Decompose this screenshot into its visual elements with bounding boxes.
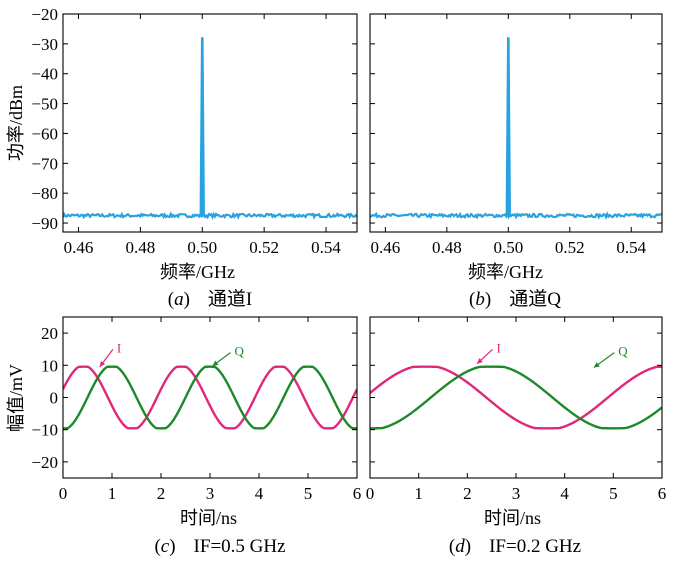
annotation-label-q: Q	[618, 344, 628, 359]
series-noise-line	[370, 211, 662, 221]
x-tick-label: 3	[206, 484, 215, 503]
x-tick-label: 1	[108, 484, 117, 503]
series-group	[370, 37, 662, 221]
plot-frame	[62, 13, 358, 233]
y-tick-label: −20	[31, 453, 58, 472]
plot-frame	[369, 316, 663, 479]
x-tick-label: 4	[255, 484, 264, 503]
panel-b: 0.46 0.48 0.50 0.52 0.54 频率/GHz (b) 通道Q	[369, 13, 663, 310]
x-tick-label: 0	[59, 484, 68, 503]
annotation-arrowhead	[99, 361, 106, 367]
y-tick-label: −60	[31, 124, 58, 143]
caption-paren-open: (	[168, 289, 174, 310]
x-tick-label: 0.52	[249, 238, 279, 257]
caption-paren-close: )	[485, 289, 491, 310]
x-tick-label: 5	[304, 484, 313, 503]
x-tick-label: 0.46	[370, 238, 400, 257]
caption-paren-close: )	[465, 536, 471, 557]
y-tick-label: −70	[31, 154, 58, 173]
annotation-label-i: I	[117, 340, 121, 355]
annotation-label-q: Q	[235, 344, 245, 359]
caption-letter: c	[161, 536, 170, 557]
y-tick-label: −50	[31, 95, 58, 114]
x-tick-label: 0.46	[64, 238, 94, 257]
caption-text: 通道I	[208, 288, 252, 310]
x-tick-label: 3	[512, 484, 521, 503]
panel-d: 0 1 2 3 4 5 6 时间/ns (d) IF=0.2 GHz I Q	[366, 316, 667, 557]
series-peak	[505, 37, 512, 216]
y-tick-label: −20	[31, 5, 58, 24]
y-axis-label: 幅值/mV	[6, 364, 26, 432]
caption-text: IF=0.5 GHz	[194, 536, 286, 557]
y-tick-label: 10	[41, 356, 58, 375]
annotation-label-i: I	[497, 340, 501, 355]
series-peak	[199, 37, 205, 216]
x-tick-label: 0.50	[493, 238, 523, 257]
series-line-q	[370, 365, 662, 430]
panel-c: 0 1 2 3 4 5 6 20 10 0 −10 −20 时间/ns 幅值/mV (c) IF=0.5 GH…	[6, 316, 362, 557]
plot-frame	[369, 13, 663, 233]
caption-letter: d	[455, 536, 465, 557]
panel-caption: (a) 通道I	[168, 288, 252, 310]
caption-paren-close: )	[169, 536, 175, 557]
series-line-q	[63, 365, 357, 430]
series-group	[63, 37, 357, 220]
caption-paren-close: )	[184, 289, 190, 310]
y-tick-label: −30	[31, 35, 58, 54]
caption-paren-open: (	[469, 289, 475, 310]
caption-text: IF=0.2 GHz	[489, 536, 581, 557]
panel-caption: (d) IF=0.2 GHz	[449, 536, 581, 557]
x-tick-label: 1	[414, 484, 423, 503]
caption-paren-open: (	[449, 536, 455, 557]
y-tick-label: 20	[41, 324, 58, 343]
x-tick-label: 0.48	[432, 238, 462, 257]
panel-a: 0.46 0.48 0.50 0.52 0.54 −20 −30 −40 −50 −60 −70 −8…	[6, 5, 358, 310]
x-tick-label: 0.54	[616, 238, 646, 257]
x-tick-label: 0.48	[125, 238, 155, 257]
y-tick-label: −90	[31, 214, 58, 233]
annotation-arrowhead	[593, 362, 600, 368]
annotation-arrowhead	[477, 358, 483, 364]
x-tick-label: 2	[157, 484, 166, 503]
caption-text: 通道Q	[509, 288, 561, 310]
x-tick-label: 0.54	[311, 238, 341, 257]
y-tick-label: −40	[31, 65, 58, 84]
series-group	[370, 365, 662, 430]
x-tick-label: 0	[366, 484, 375, 503]
x-tick-label: 4	[560, 484, 569, 503]
x-tick-label: 2	[463, 484, 472, 503]
caption-paren-open: (	[154, 536, 160, 557]
x-axis-label: 时间/ns	[484, 508, 541, 528]
panel-caption: (c) IF=0.5 GHz	[154, 536, 285, 557]
x-tick-label: 6	[658, 484, 667, 503]
series-line-i	[63, 365, 357, 430]
x-axis-label: 频率/GHz	[160, 262, 235, 282]
y-tick-label: −80	[31, 184, 58, 203]
caption-letter: a	[174, 289, 184, 310]
y-tick-label: −10	[31, 421, 58, 440]
x-tick-label: 6	[353, 484, 362, 503]
y-axis-label: 功率/dBm	[6, 85, 26, 161]
x-axis-label: 频率/GHz	[468, 262, 543, 282]
series-line-i	[370, 365, 662, 430]
series-noise-line	[63, 211, 357, 220]
x-tick-label: 0.50	[187, 238, 217, 257]
y-tick-label: 0	[50, 389, 59, 408]
panel-caption: (b) 通道Q	[469, 288, 561, 310]
annotation-arrowhead	[212, 360, 219, 366]
x-tick-label: 5	[609, 484, 618, 503]
x-axis-label: 时间/ns	[180, 508, 237, 528]
caption-letter: b	[475, 289, 485, 310]
x-tick-label: 0.52	[555, 238, 585, 257]
series-group	[63, 365, 357, 430]
